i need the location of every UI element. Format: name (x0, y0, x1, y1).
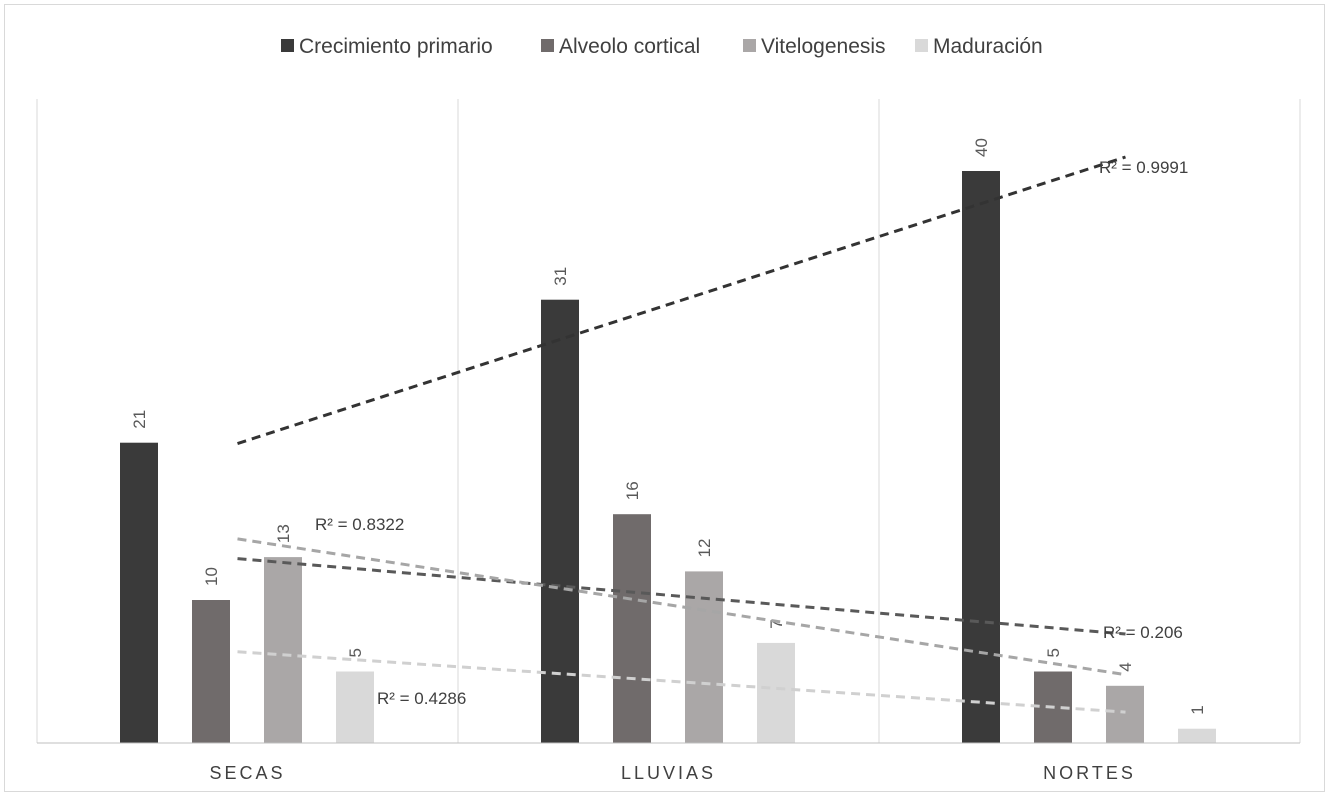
bar (541, 299, 579, 743)
legend-swatch (541, 39, 554, 52)
r-squared-label: R² = 0.8322 (315, 515, 404, 534)
bar-chart: Crecimiento primario Alveolo cortical Vite… (36, 35, 1301, 783)
data-label: 12 (695, 538, 714, 557)
bar (613, 514, 651, 743)
category-label: SECAS (209, 763, 285, 783)
trendline (237, 557, 1126, 636)
data-label: 40 (972, 138, 991, 157)
data-label: 5 (346, 648, 365, 657)
data-label: 7 (767, 619, 786, 628)
data-label: 31 (551, 267, 570, 286)
trendline (237, 155, 1126, 445)
bar (120, 442, 158, 743)
legend-swatch (915, 39, 928, 52)
data-label: 4 (1116, 662, 1135, 671)
legend-label: Crecimiento primario (299, 35, 493, 58)
r-squared-label: R² = 0.9991 (1099, 158, 1188, 177)
bar (192, 600, 230, 743)
data-label: 13 (274, 524, 293, 543)
bar (1178, 728, 1216, 743)
legend-label: Vitelogenesis (761, 35, 886, 58)
legend-label: Alveolo cortical (559, 35, 700, 58)
trendline (237, 650, 1126, 714)
data-label: 1 (1188, 705, 1207, 714)
bar (264, 557, 302, 743)
category-label: NORTES (1043, 763, 1136, 783)
legend-label: Maduración (933, 35, 1043, 58)
bar (757, 642, 795, 743)
chart-frame: Crecimiento primario Alveolo cortical Vite… (4, 4, 1325, 792)
bar (1106, 685, 1144, 743)
data-label: 21 (130, 410, 149, 429)
data-label: 16 (623, 481, 642, 500)
category-label: LLUVIAS (621, 763, 716, 783)
legend-swatch (281, 39, 294, 52)
r-squared-label: R² = 0.4286 (377, 689, 466, 708)
data-label: 5 (1044, 648, 1063, 657)
r-squared-label: R² = 0.206 (1103, 623, 1183, 642)
data-label: 10 (202, 567, 221, 586)
bar (962, 171, 1000, 743)
bar (336, 671, 374, 743)
legend-swatch (743, 39, 756, 52)
